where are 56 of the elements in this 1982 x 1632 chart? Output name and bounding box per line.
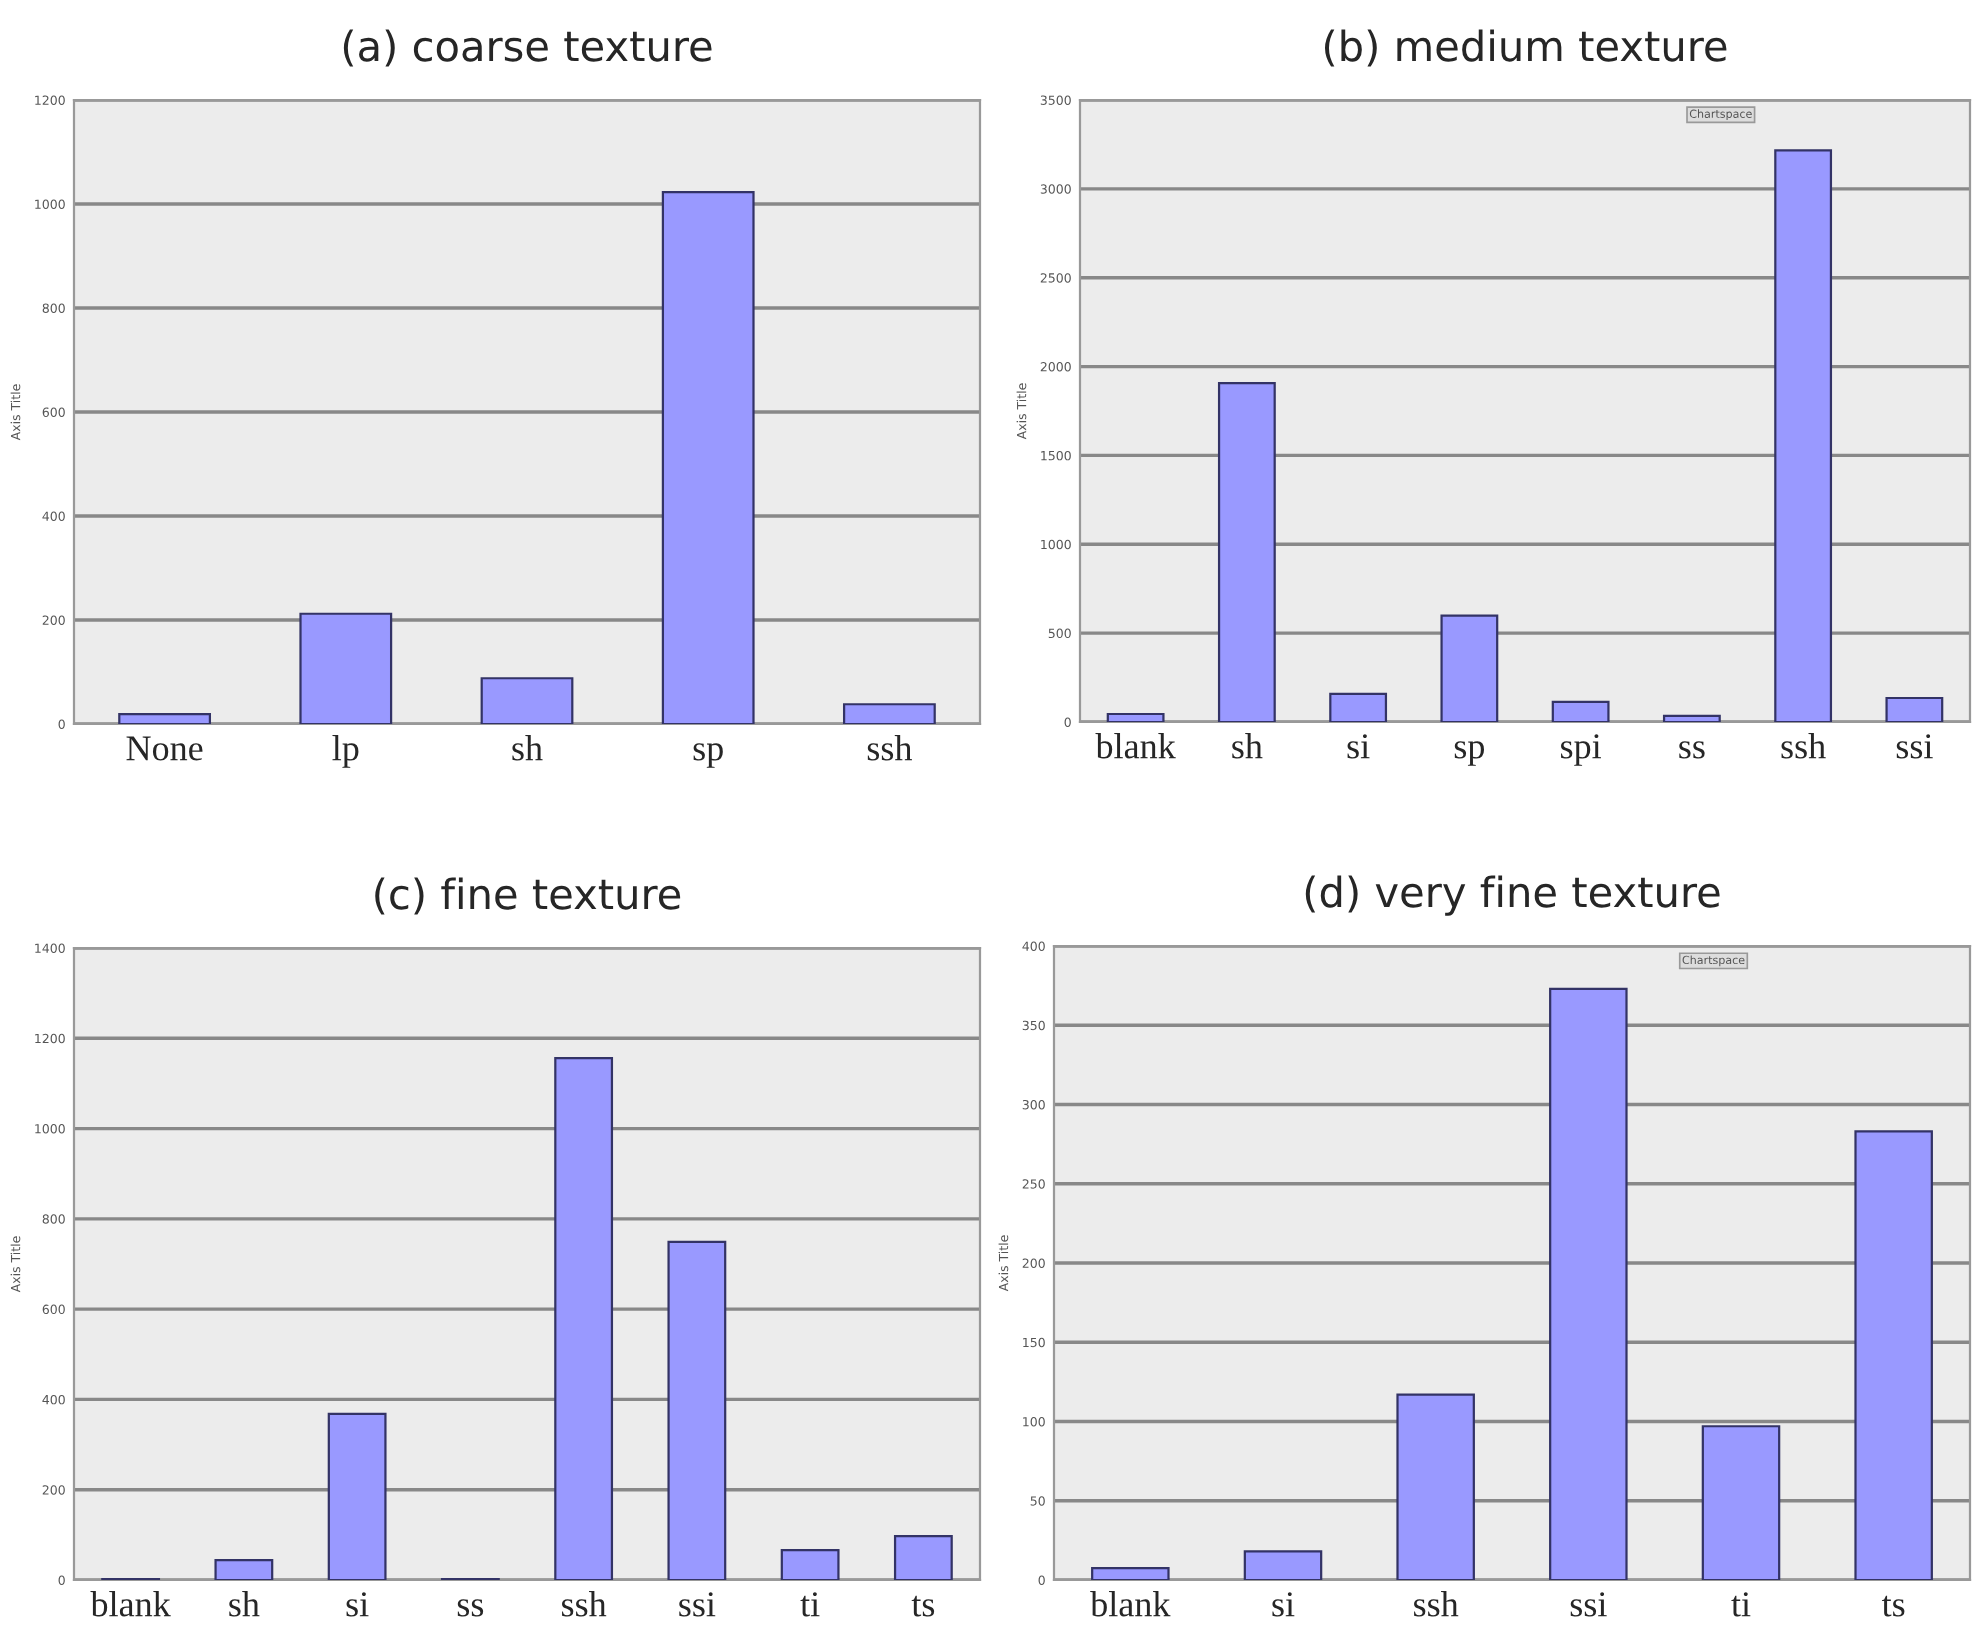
bar	[1701, 1425, 1781, 1580]
chart-title: (d) very fine texture	[1305, 875, 1720, 916]
x-tick-label: si	[1347, 734, 1370, 759]
x-tick-label: ss	[457, 1599, 484, 1617]
x-tick-label: None	[126, 736, 203, 761]
bar	[1440, 614, 1499, 722]
bar	[893, 1535, 953, 1580]
bar	[299, 612, 393, 724]
x-tick-label: spi	[1561, 734, 1602, 766]
x-tick-label: ssh	[562, 1591, 607, 1617]
bar	[667, 1240, 727, 1580]
x-tick-label: blank	[1090, 1591, 1171, 1617]
x-tick-label: si	[346, 1592, 369, 1617]
bar	[1885, 696, 1944, 722]
x-tick-label: sp	[1454, 741, 1485, 766]
bar	[554, 1057, 614, 1580]
bar	[214, 1559, 274, 1580]
x-tick-label: ssi	[1896, 734, 1933, 759]
x-tick-label: ti	[1731, 1592, 1751, 1617]
x-tick-label: blank	[90, 1591, 171, 1617]
x-tick-label: sh	[512, 735, 543, 761]
x-tick-label: lp	[332, 735, 359, 768]
bar	[1106, 712, 1165, 722]
bar	[1551, 700, 1610, 722]
bar	[1329, 692, 1388, 722]
x-tick-label: ss	[1679, 741, 1705, 759]
bar	[661, 190, 755, 724]
bar	[1854, 1130, 1933, 1580]
bar	[118, 713, 212, 724]
x-tick-label: ts	[911, 1595, 935, 1617]
x-tick-label: ssh	[1781, 733, 1826, 759]
x-tick-label: si	[1272, 1592, 1295, 1617]
x-tick-label: ssi	[679, 1592, 716, 1617]
bar	[1243, 1550, 1323, 1580]
bar	[842, 703, 936, 724]
bar	[1662, 714, 1721, 722]
bar	[1396, 1393, 1475, 1580]
x-tick-label: sh	[1232, 733, 1263, 759]
bar	[1091, 1567, 1170, 1580]
bar	[327, 1412, 387, 1580]
bar	[1217, 381, 1276, 722]
bar	[1549, 987, 1628, 1580]
chart-title: (c) fine texture	[375, 877, 681, 915]
x-tick-label: ssi	[1570, 1592, 1607, 1617]
bar	[1774, 149, 1833, 722]
x-tick-label: sp	[693, 743, 723, 768]
x-tick-label: sh	[229, 1591, 260, 1617]
bar	[480, 677, 574, 724]
chart-title: (a) coarse texture	[343, 29, 712, 67]
x-tick-label: ssh	[1414, 1591, 1459, 1617]
x-tick-label: ti	[800, 1592, 820, 1617]
x-tick-label: ts	[1881, 1595, 1905, 1617]
bar	[780, 1549, 840, 1580]
chart-title: (b) medium texture	[1325, 29, 1727, 67]
x-tick-label: blank	[1095, 733, 1176, 759]
x-tick-label: ssh	[867, 735, 912, 761]
